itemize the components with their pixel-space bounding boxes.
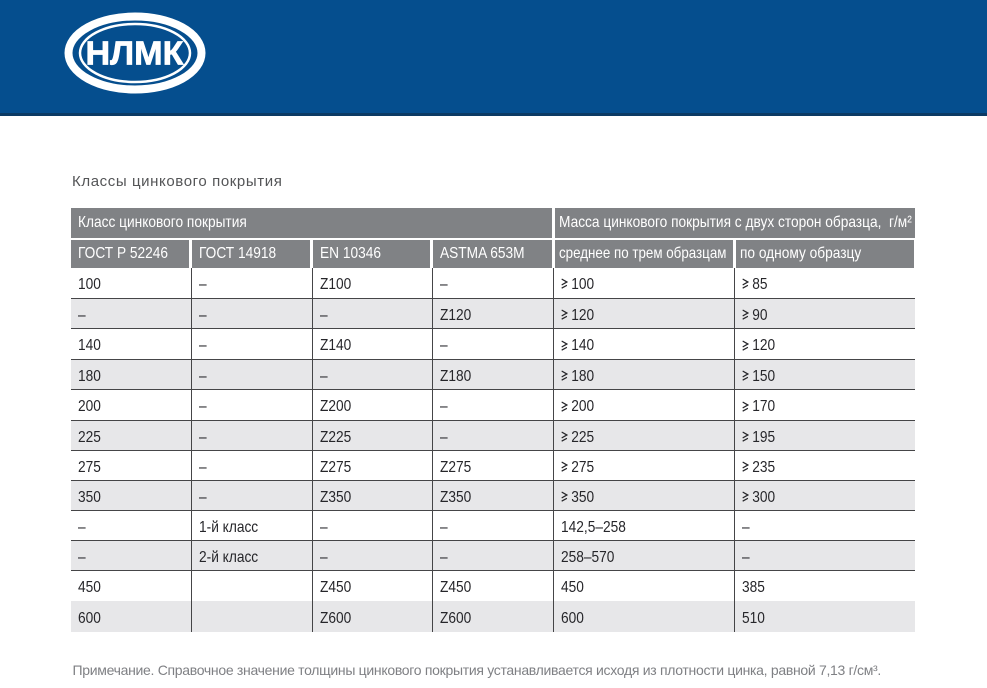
svg-text:НЛМК: НЛМК bbox=[86, 36, 185, 73]
